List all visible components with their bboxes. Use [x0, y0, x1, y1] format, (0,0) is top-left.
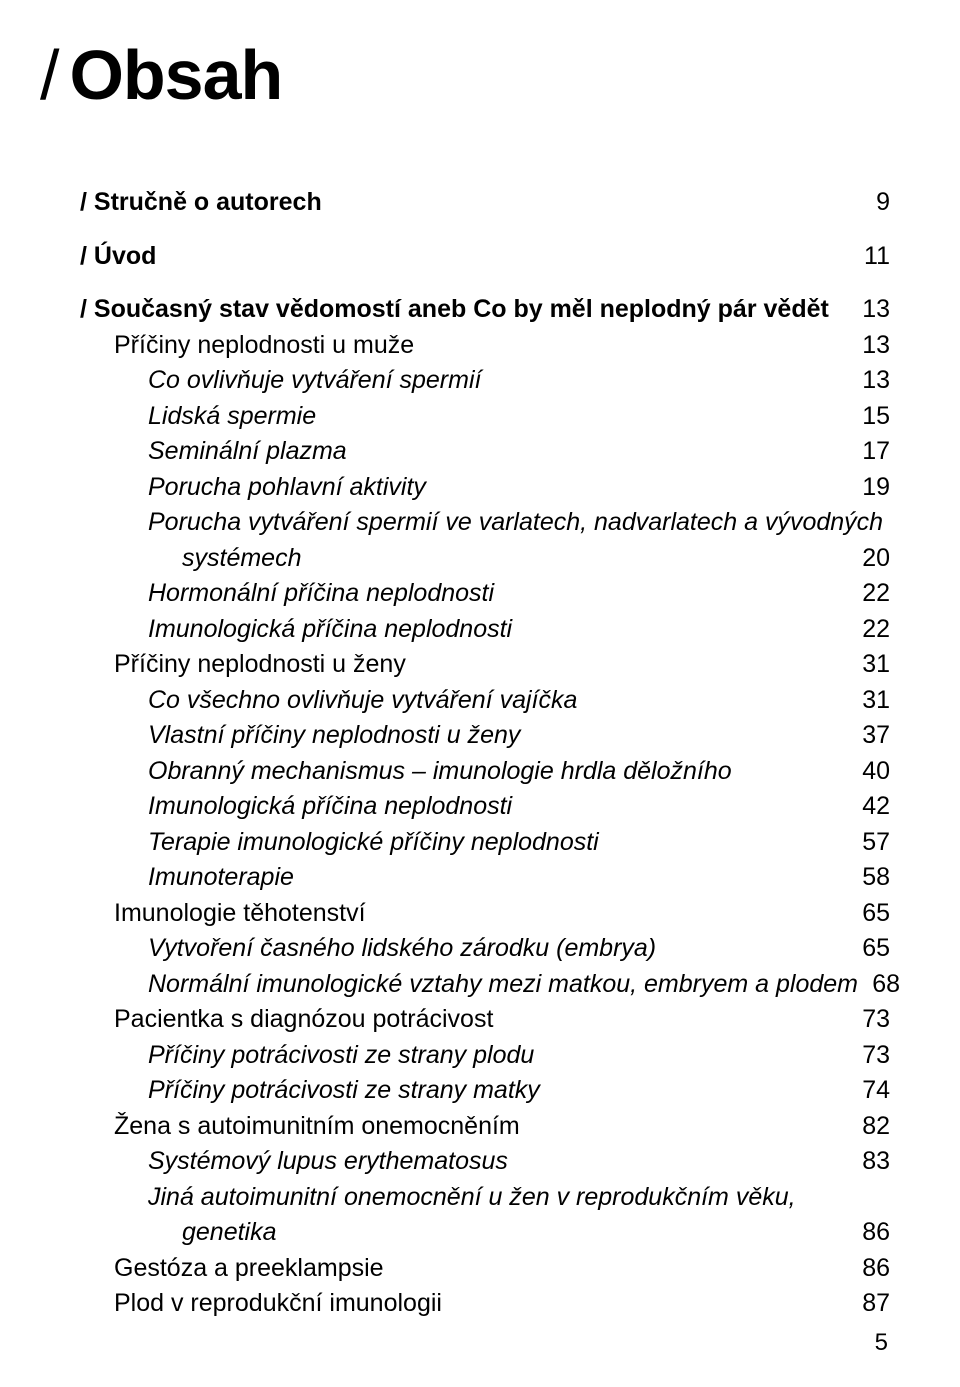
toc-entry-page: 11	[856, 239, 890, 275]
toc-entry: Porucha pohlavní aktivity 19	[80, 470, 890, 506]
toc-entry-page: 65	[856, 896, 890, 932]
toc-entry-page: 73	[856, 1038, 890, 1074]
toc-entry-continuation: systémech 20	[80, 541, 890, 577]
toc-entry-label: Plod v reprodukční imunologii	[114, 1286, 442, 1322]
toc-entry: Jiná autoimunitní onemocnění u žen v rep…	[80, 1180, 890, 1216]
toc-entry-page: 82	[856, 1109, 890, 1145]
toc-entry: / Stručně o autorech 9	[80, 185, 890, 221]
toc-gap	[80, 221, 890, 239]
toc-entry-label: Systémový lupus erythematosus	[148, 1144, 508, 1180]
toc-entry-page: 19	[856, 470, 890, 506]
toc-entry: Žena s autoimunitním onemocněním 82	[80, 1109, 890, 1145]
page-title: / Obsah	[40, 35, 890, 115]
toc-entry: Obranný mechanismus – imunologie hrdla d…	[80, 754, 890, 790]
toc-entry: Hormonální příčina neplodnosti 22	[80, 576, 890, 612]
toc-entry: Vlastní příčiny neplodnosti u ženy 37	[80, 718, 890, 754]
toc-entry-label: Imunologická příčina neplodnosti	[148, 789, 512, 825]
toc-entry-label: / Úvod	[80, 239, 156, 275]
title-slash: /	[40, 35, 59, 115]
toc-entry: Příčiny potrácivosti ze strany plodu 73	[80, 1038, 890, 1074]
toc-entry-label: systémech	[182, 541, 301, 577]
toc-entry-label: Vytvoření časného lidského zárodku (embr…	[148, 931, 656, 967]
toc-entry-page: 37	[856, 718, 890, 754]
toc-entry-label: Hormonální příčina neplodnosti	[148, 576, 494, 612]
toc-entry-page: 15	[856, 399, 890, 435]
toc-entry-label: genetika	[182, 1215, 277, 1251]
toc-entry-label: Obranný mechanismus – imunologie hrdla d…	[148, 754, 732, 790]
toc-entry: Příčiny neplodnosti u muže 13	[80, 328, 890, 364]
toc-entry-continuation: genetika 86	[80, 1215, 890, 1251]
toc-entry-page: 22	[856, 612, 890, 648]
toc-entry-label: Terapie imunologické příčiny neplodnosti	[148, 825, 599, 861]
toc-entry: Lidská spermie 15	[80, 399, 890, 435]
toc-entry-page: 13	[856, 292, 890, 328]
toc-entry: Gestóza a preeklampsie 86	[80, 1251, 890, 1287]
toc-entry-page: 9	[856, 185, 890, 221]
toc-entry-page: 17	[856, 434, 890, 470]
toc-entry-label: Lidská spermie	[148, 399, 316, 435]
toc-entry-label: Imunologie těhotenství	[114, 896, 366, 932]
toc-entry-page: 68	[866, 967, 900, 1003]
toc-entry-page: 42	[856, 789, 890, 825]
toc-entry-page: 31	[856, 647, 890, 683]
toc-entry-label: Žena s autoimunitním onemocněním	[114, 1109, 520, 1145]
toc-entry-page: 86	[856, 1215, 890, 1251]
toc-entry-page: 86	[856, 1251, 890, 1287]
toc-entry-page: 83	[856, 1144, 890, 1180]
toc-entry-label: Normální imunologické vztahy mezi matkou…	[148, 967, 858, 1003]
toc-entry-label: Příčiny neplodnosti u muže	[114, 328, 414, 364]
title-text: Obsah	[69, 35, 282, 115]
toc-gap	[80, 274, 890, 292]
toc-entry: / Současný stav vědomostí aneb Co by měl…	[80, 292, 890, 328]
toc-entry-page: 22	[856, 576, 890, 612]
toc-entry: Plod v reprodukční imunologii 87	[80, 1286, 890, 1322]
toc-entry-page: 13	[856, 328, 890, 364]
toc-entry-page: 65	[856, 931, 890, 967]
toc-entry: Co všechno ovlivňuje vytváření vajíčka 31	[80, 683, 890, 719]
toc-entry: Co ovlivňuje vytváření spermií 13	[80, 363, 890, 399]
toc-entry-label: Seminální plazma	[148, 434, 347, 470]
toc-entry-page: 13	[856, 363, 890, 399]
toc-entry-page: 58	[856, 860, 890, 896]
toc-entry-label: / Stručně o autorech	[80, 185, 322, 221]
toc-entry: Imunologická příčina neplodnosti 22	[80, 612, 890, 648]
toc-entry: Pacientka s diagnózou potrácivost 73	[80, 1002, 890, 1038]
toc-entry-label: Příčiny potrácivosti ze strany plodu	[148, 1038, 534, 1074]
toc-entry: Seminální plazma 17	[80, 434, 890, 470]
toc-entry: Příčiny neplodnosti u ženy 31	[80, 647, 890, 683]
toc-entry-label: Příčiny potrácivosti ze strany matky	[148, 1073, 540, 1109]
toc-entry: Systémový lupus erythematosus 83	[80, 1144, 890, 1180]
toc-entry-page: 73	[856, 1002, 890, 1038]
toc-entry-label: Příčiny neplodnosti u ženy	[114, 647, 406, 683]
toc-entry-page: 20	[856, 541, 890, 577]
toc-entry-page: 40	[856, 754, 890, 790]
toc-entry: Vytvoření časného lidského zárodku (embr…	[80, 931, 890, 967]
toc-entry-page: 31	[856, 683, 890, 719]
toc-entry: Terapie imunologické příčiny neplodnosti…	[80, 825, 890, 861]
toc-entry-page: 57	[856, 825, 890, 861]
toc-entry-label: Co všechno ovlivňuje vytváření vajíčka	[148, 683, 577, 719]
toc-entry: Příčiny potrácivosti ze strany matky 74	[80, 1073, 890, 1109]
toc-entry-label: Co ovlivňuje vytváření spermií	[148, 363, 481, 399]
toc-entry: Imunoterapie 58	[80, 860, 890, 896]
toc-entry-label: Pacientka s diagnózou potrácivost	[114, 1002, 493, 1038]
toc-entry-label: Imunoterapie	[148, 860, 294, 896]
table-of-contents: / Stručně o autorech 9 / Úvod 11 / Současný …	[40, 185, 890, 1322]
toc-entry-page: 87	[856, 1286, 890, 1322]
toc-entry-label: Vlastní příčiny neplodnosti u ženy	[148, 718, 520, 754]
toc-entry-label: Porucha pohlavní aktivity	[148, 470, 426, 506]
toc-entry: Imunologie těhotenství 65	[80, 896, 890, 932]
toc-entry-label: Imunologická příčina neplodnosti	[148, 612, 512, 648]
toc-entry-label: Gestóza a preeklampsie	[114, 1251, 384, 1287]
toc-entry-page: 74	[856, 1073, 890, 1109]
toc-entry-label: / Současný stav vědomostí aneb Co by měl…	[80, 292, 829, 328]
page-number: 5	[875, 1329, 888, 1357]
toc-entry: Imunologická příčina neplodnosti 42	[80, 789, 890, 825]
toc-entry: / Úvod 11	[80, 239, 890, 275]
toc-entry: Porucha vytváření spermií ve varlatech, …	[80, 505, 890, 541]
toc-entry: Normální imunologické vztahy mezi matkou…	[80, 967, 890, 1003]
